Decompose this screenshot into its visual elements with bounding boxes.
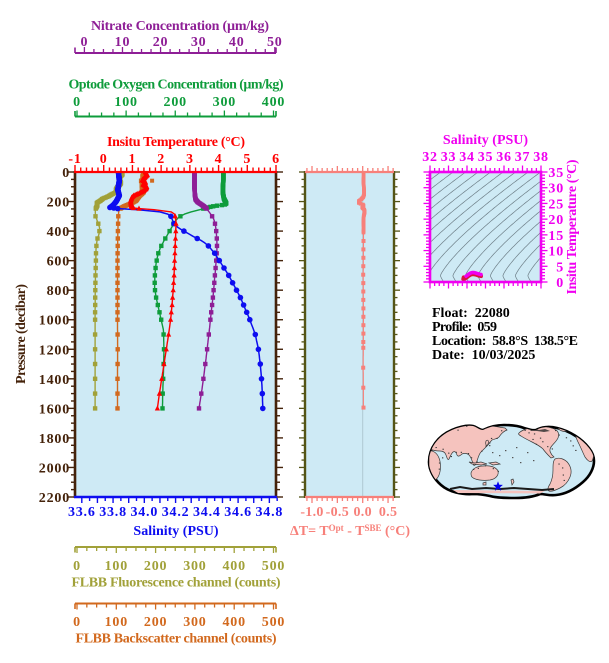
svg-text:200: 200 (47, 196, 70, 211)
svg-text:ΔT= TOpt - TSBE (°C): ΔT= TOpt - TSBE (°C) (290, 523, 410, 539)
svg-text:Float: 22080: Float: 22080 (432, 306, 510, 321)
svg-text:Pressure (decibar): Pressure (decibar) (14, 284, 29, 384)
svg-text:200: 200 (164, 95, 187, 110)
svg-text:3: 3 (186, 152, 194, 167)
svg-text:Salinity (PSU): Salinity (PSU) (443, 133, 529, 148)
svg-text:0: 0 (62, 166, 70, 181)
svg-text:400: 400 (222, 559, 245, 574)
svg-text:2000: 2000 (39, 461, 70, 476)
svg-text:10: 10 (548, 245, 564, 260)
svg-text:800: 800 (47, 284, 70, 299)
svg-text:600: 600 (47, 255, 70, 270)
svg-text:30: 30 (548, 182, 564, 197)
svg-text:34.2: 34.2 (162, 505, 190, 520)
svg-text:300: 300 (183, 559, 206, 574)
svg-text:400: 400 (47, 225, 70, 240)
svg-text:25: 25 (548, 197, 564, 212)
svg-text:20: 20 (548, 213, 564, 228)
svg-text:34: 34 (459, 150, 475, 165)
svg-text:-1: -1 (68, 152, 81, 167)
svg-text:2: 2 (157, 152, 165, 167)
svg-text:100: 100 (105, 615, 128, 630)
svg-text:0: 0 (556, 276, 564, 291)
svg-text:0.5: 0.5 (379, 505, 397, 520)
svg-text:50: 50 (267, 35, 283, 50)
svg-text:6: 6 (272, 152, 280, 167)
svg-text:34.8: 34.8 (256, 505, 284, 520)
svg-text:34.0: 34.0 (130, 505, 158, 520)
svg-text:2200: 2200 (39, 491, 70, 506)
svg-text:Insitu Temperature (°C): Insitu Temperature (°C) (107, 135, 245, 150)
svg-text:33.8: 33.8 (99, 505, 127, 520)
svg-text:Date: 10/03/2025: Date: 10/03/2025 (432, 348, 535, 363)
svg-text:Profile: 059: Profile: 059 (432, 320, 497, 335)
svg-text:400: 400 (222, 615, 245, 630)
svg-text:1400: 1400 (39, 373, 70, 388)
svg-text:0: 0 (73, 559, 81, 574)
svg-text:34.4: 34.4 (193, 505, 221, 520)
svg-text:300: 300 (183, 615, 206, 630)
svg-text:FLBB Backscatter channel (coun: FLBB Backscatter channel (counts) (76, 632, 277, 647)
svg-text:15: 15 (548, 229, 564, 244)
svg-text:32: 32 (422, 150, 438, 165)
svg-text:0.0: 0.0 (353, 505, 371, 520)
svg-text:38: 38 (533, 150, 549, 165)
svg-text:5: 5 (556, 260, 564, 275)
svg-text:10: 10 (115, 35, 131, 50)
svg-text:100: 100 (114, 95, 137, 110)
svg-text:0: 0 (73, 95, 81, 110)
svg-text:35: 35 (548, 166, 564, 181)
svg-text:33: 33 (441, 150, 457, 165)
svg-text:1200: 1200 (39, 343, 70, 358)
svg-text:200: 200 (144, 615, 167, 630)
svg-text:1600: 1600 (39, 402, 70, 417)
svg-text:1800: 1800 (39, 432, 70, 447)
svg-text:200: 200 (144, 559, 167, 574)
svg-text:40: 40 (229, 35, 245, 50)
svg-text:20: 20 (153, 35, 169, 50)
svg-text:0: 0 (80, 35, 88, 50)
svg-text:1: 1 (129, 152, 137, 167)
svg-text:FLBB Fluorescence channel (cou: FLBB Fluorescence channel (counts) (72, 576, 281, 591)
svg-text:34.6: 34.6 (224, 505, 252, 520)
svg-text:35: 35 (478, 150, 494, 165)
svg-text:Nitrate Concentration (µm/kg): Nitrate Concentration (µm/kg) (91, 19, 269, 34)
svg-text:0: 0 (73, 615, 81, 630)
svg-text:Optode Oxygen Concentration (µ: Optode Oxygen Concentration (µm/kg) (69, 78, 284, 93)
svg-text:-0.5: -0.5 (326, 505, 349, 520)
svg-text:-1.0: -1.0 (300, 505, 323, 520)
svg-text:Salinity (PSU): Salinity (PSU) (133, 524, 219, 539)
svg-text:37: 37 (515, 150, 531, 165)
svg-text:30: 30 (191, 35, 207, 50)
svg-text:Insitu Temperature (°C): Insitu Temperature (°C) (565, 159, 580, 294)
svg-text:100: 100 (105, 559, 128, 574)
svg-text:0: 0 (100, 152, 108, 167)
svg-text:400: 400 (262, 95, 285, 110)
svg-text:36: 36 (496, 150, 512, 165)
svg-text:5: 5 (243, 152, 251, 167)
svg-text:300: 300 (213, 95, 236, 110)
svg-text:33.6: 33.6 (68, 505, 96, 520)
svg-text:4: 4 (215, 152, 223, 167)
svg-text:500: 500 (262, 559, 285, 574)
svg-text:1000: 1000 (39, 314, 70, 329)
svg-text:Location: 58.8°S 138.5°E: Location: 58.8°S 138.5°E (432, 334, 578, 349)
svg-text:500: 500 (262, 615, 285, 630)
